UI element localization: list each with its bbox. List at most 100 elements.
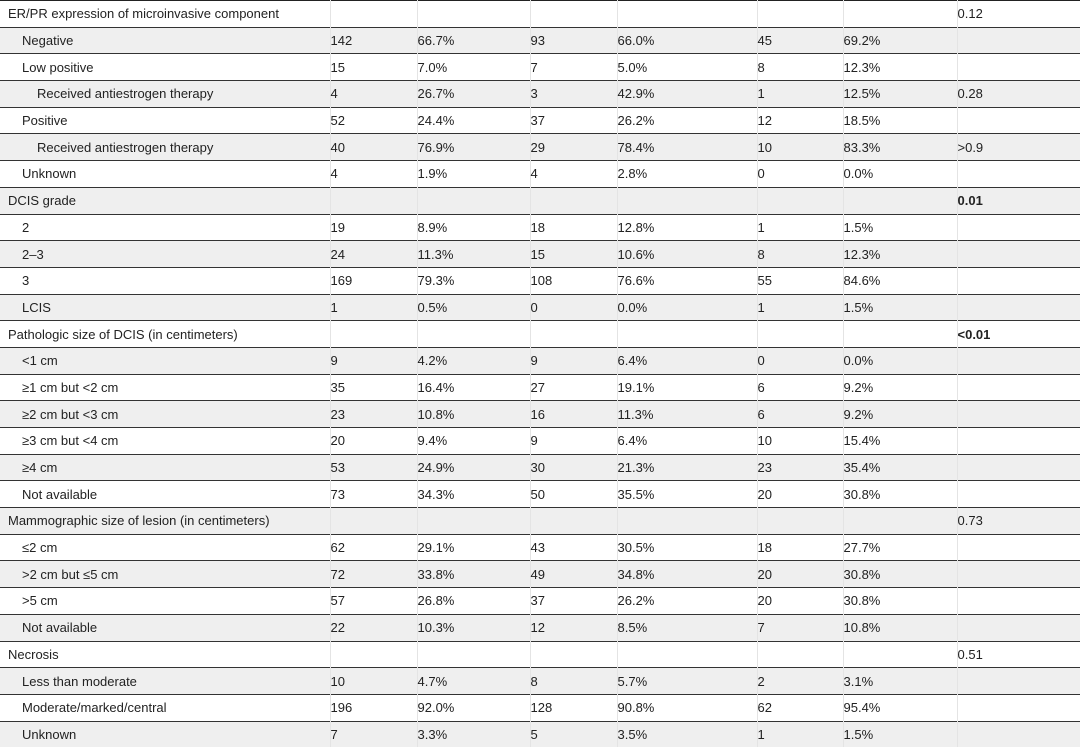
- table-row: >2 cm but ≤5 cm 72 33.8% 49 34.8% 20 30.8%: [0, 560, 1080, 588]
- cell-value: [417, 0, 531, 28]
- p-value: [957, 667, 1080, 695]
- row-label: DCIS grade: [0, 186, 331, 214]
- cell-value: [843, 507, 958, 535]
- row-label: ER/PR expression of microinvasive compon…: [0, 0, 331, 28]
- cell-value: 95.4%: [843, 693, 958, 722]
- cell-value: 33.8%: [417, 560, 531, 588]
- cell-value: 69.2%: [843, 26, 958, 54]
- row-label: ≥3 cm but <4 cm: [0, 427, 331, 455]
- cell-value: 16.4%: [417, 373, 531, 401]
- table-row: Received antiestrogen therapy 40 76.9% 29 78…: [0, 133, 1080, 161]
- cell-value: 30.8%: [843, 587, 958, 615]
- p-value: [957, 720, 1080, 747]
- cell-value: [757, 0, 844, 28]
- p-value: [957, 346, 1080, 375]
- cell-value: 12.5%: [843, 80, 958, 108]
- cell-value: 0.5%: [417, 293, 531, 321]
- cell-value: 20: [757, 560, 844, 588]
- cell-value: 26.8%: [417, 587, 531, 615]
- cell-value: 1: [757, 213, 844, 241]
- cell-value: 30.8%: [843, 560, 958, 588]
- cell-value: 34.8%: [617, 560, 758, 588]
- p-value: [957, 453, 1080, 481]
- cell-value: 78.4%: [617, 133, 758, 161]
- table-row: <1 cm 9 4.2% 9 6.4% 0 0.0%: [0, 346, 1080, 375]
- cell-value: 9: [530, 346, 618, 375]
- p-value: 0.51: [957, 640, 1080, 668]
- cell-value: 12.3%: [843, 53, 958, 81]
- p-value: >0.9: [957, 133, 1080, 161]
- cell-value: 2.8%: [617, 160, 758, 188]
- table-row: ≥2 cm but <3 cm 23 10.8% 16 11.3% 6 9.2%: [0, 400, 1080, 428]
- cell-value: [330, 507, 418, 535]
- row-label: 3: [0, 266, 331, 295]
- cell-value: 12.8%: [617, 213, 758, 241]
- cell-value: 3.1%: [843, 667, 958, 695]
- cell-value: 1.5%: [843, 720, 958, 747]
- p-value: [957, 240, 1080, 268]
- cell-value: 29.1%: [417, 533, 531, 561]
- table-row: Low positive 15 7.0% 7 5.0% 8 12.3%: [0, 53, 1080, 81]
- cell-value: 55: [757, 266, 844, 295]
- p-value: [957, 533, 1080, 561]
- cell-value: 53: [330, 453, 418, 481]
- cell-value: 0: [530, 293, 618, 321]
- row-label: Low positive: [0, 53, 331, 81]
- row-label: Received antiestrogen therapy: [0, 133, 331, 161]
- row-label: Not available: [0, 613, 331, 641]
- cell-value: 23: [330, 400, 418, 428]
- p-value: 0.12: [957, 0, 1080, 28]
- cell-value: 10: [757, 427, 844, 455]
- cell-value: 7.0%: [417, 53, 531, 81]
- row-label: LCIS: [0, 293, 331, 321]
- cell-value: 21.3%: [617, 453, 758, 481]
- cell-value: 72: [330, 560, 418, 588]
- cell-value: 3: [530, 80, 618, 108]
- cell-value: 3.5%: [617, 720, 758, 747]
- cell-value: [757, 640, 844, 668]
- cell-value: [530, 640, 618, 668]
- cell-value: 62: [330, 533, 418, 561]
- cell-value: 9.4%: [417, 427, 531, 455]
- cell-value: 18.5%: [843, 106, 958, 134]
- cell-value: 26.2%: [617, 106, 758, 134]
- cell-value: 43: [530, 533, 618, 561]
- section-header-row: Mammographic size of lesion (in centimet…: [0, 507, 1080, 535]
- cell-value: 169: [330, 266, 418, 295]
- cell-value: 6: [757, 373, 844, 401]
- table-row: 2 19 8.9% 18 12.8% 1 1.5%: [0, 213, 1080, 241]
- p-value: [957, 160, 1080, 188]
- table-row: ≥4 cm 53 24.9% 30 21.3% 23 35.4%: [0, 453, 1080, 481]
- cell-value: [617, 320, 758, 348]
- cell-value: [617, 186, 758, 214]
- cell-value: 93: [530, 26, 618, 54]
- cell-value: 8.5%: [617, 613, 758, 641]
- cell-value: 37: [530, 587, 618, 615]
- cell-value: 22: [330, 613, 418, 641]
- cell-value: 24: [330, 240, 418, 268]
- cell-value: [843, 0, 958, 28]
- row-label: 2–3: [0, 240, 331, 268]
- cell-value: 15.4%: [843, 427, 958, 455]
- cell-value: 84.6%: [843, 266, 958, 295]
- cell-value: 20: [757, 587, 844, 615]
- table-row: Moderate/marked/central 196 92.0% 128 90.8% 6…: [0, 693, 1080, 722]
- cell-value: 20: [330, 427, 418, 455]
- table-row: ≤2 cm 62 29.1% 43 30.5% 18 27.7%: [0, 533, 1080, 561]
- cell-value: 30.5%: [617, 533, 758, 561]
- table-row: >5 cm 57 26.8% 37 26.2% 20 30.8%: [0, 587, 1080, 615]
- cell-value: 1: [757, 293, 844, 321]
- p-value: [957, 213, 1080, 241]
- row-label: >2 cm but ≤5 cm: [0, 560, 331, 588]
- row-label: >5 cm: [0, 587, 331, 615]
- cell-value: 45: [757, 26, 844, 54]
- cell-value: 29: [530, 133, 618, 161]
- cell-value: 10: [330, 667, 418, 695]
- cell-value: 34.3%: [417, 480, 531, 508]
- cell-value: 15: [530, 240, 618, 268]
- row-label: Pathologic size of DCIS (in centimeters): [0, 320, 331, 348]
- cell-value: [843, 640, 958, 668]
- cell-value: 1.5%: [843, 293, 958, 321]
- cell-value: 4: [330, 80, 418, 108]
